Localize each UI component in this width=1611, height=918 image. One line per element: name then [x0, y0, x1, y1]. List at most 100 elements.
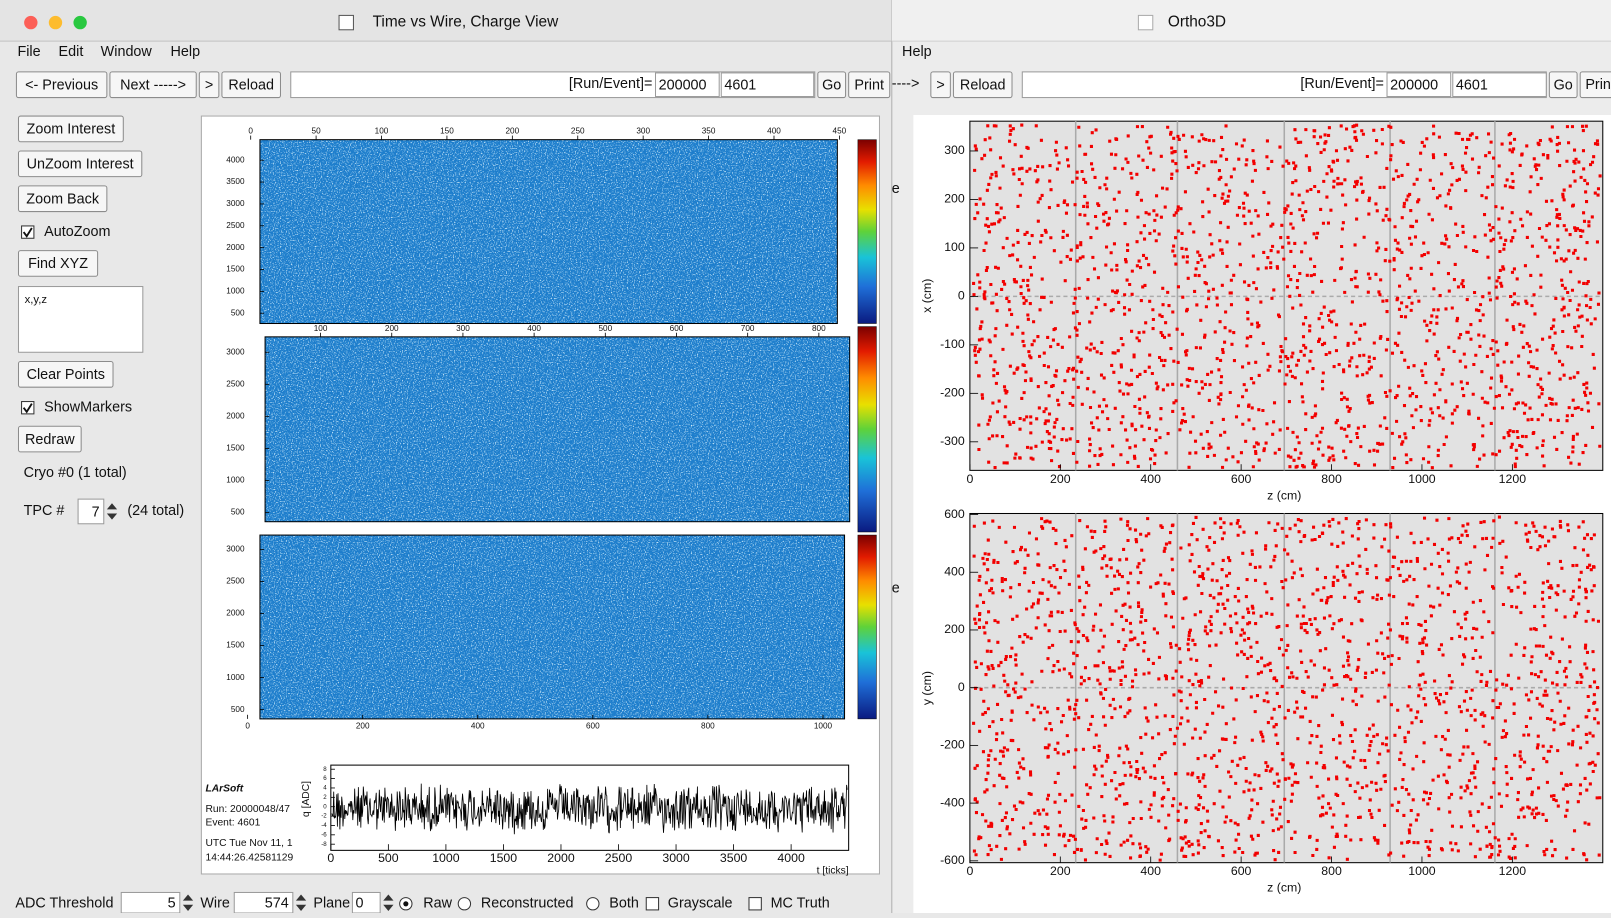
print-button[interactable] [848, 71, 891, 99]
go-button-label[interactable]: Go [822, 78, 841, 94]
charge-noise-dark [259, 139, 838, 324]
tick-label: 400 [527, 324, 541, 333]
zoom-interest-button[interactable] [17, 115, 124, 143]
tpc-field[interactable] [77, 498, 105, 525]
utc-info: UTC Tue Nov 11, 1 [205, 838, 292, 849]
tick-label: 0 [966, 472, 973, 486]
toolbar-button-label[interactable]: > [205, 78, 213, 94]
print-button-label[interactable]: Print [854, 78, 884, 94]
mc-truth-checkbox[interactable] [748, 897, 762, 911]
grayscale-label[interactable]: Grayscale [668, 896, 733, 912]
zoom-interest-button-label[interactable]: Zoom Interest [27, 122, 116, 138]
autozoom-label[interactable]: AutoZoom [44, 224, 110, 240]
plot-frame [259, 534, 846, 720]
run-field[interactable] [654, 72, 720, 98]
tick-label: 100 [944, 240, 965, 254]
xyz-field[interactable] [17, 286, 144, 353]
event-field-value[interactable]: 4601 [724, 78, 756, 94]
grayscale-checkbox[interactable] [645, 897, 660, 911]
find-xyz-button-label[interactable]: Find XYZ [28, 256, 88, 272]
menu-item[interactable]: Window [101, 44, 153, 60]
print-button-label[interactable]: Prin [1585, 77, 1611, 93]
spinner[interactable] [383, 894, 394, 911]
zoom-back-button[interactable] [17, 185, 108, 213]
tick-label: -400 [940, 795, 965, 809]
go-button[interactable] [1548, 71, 1578, 99]
content: Time vs Wire, Charge View File Edit Window H… [15, 14, 1611, 914]
run-info: Run: 20000048/47 [205, 804, 290, 815]
color-scale [857, 139, 877, 324]
tick-label: 4000 [226, 155, 245, 164]
tick-label: 1500 [490, 851, 518, 865]
redraw-button-label[interactable]: Redraw [25, 432, 75, 448]
run-event-label: [Run/Event]= [569, 76, 653, 92]
toolbar-button[interactable] [109, 71, 197, 99]
tick-label: 1500 [226, 444, 245, 453]
plane-field-value[interactable]: 0 [355, 896, 363, 912]
event-field[interactable] [1452, 72, 1547, 98]
go-button[interactable] [817, 71, 847, 99]
x11-icon [338, 14, 354, 31]
adc-label: ADC Threshold [15, 896, 113, 912]
tick-label: 200 [385, 324, 399, 333]
event-field[interactable] [720, 72, 815, 98]
go-button-label[interactable]: Go [1554, 78, 1573, 94]
spinner[interactable] [295, 894, 307, 911]
print-button[interactable] [1579, 71, 1611, 99]
toolbar-button[interactable] [952, 71, 1013, 99]
unzoom-interest-button[interactable] [17, 150, 143, 178]
view-radio[interactable] [457, 897, 472, 911]
tick-label: 600 [670, 324, 684, 333]
toolbar-button-label[interactable]: Next -----> [120, 78, 186, 94]
close-button[interactable] [24, 15, 38, 30]
run-field-value[interactable]: 200000 [659, 78, 707, 94]
view-option[interactable]: Raw [423, 896, 452, 912]
adc-field-value[interactable]: 5 [168, 896, 176, 912]
run-field[interactable] [1386, 72, 1452, 98]
toolbar-button[interactable] [930, 71, 951, 99]
axis-title: z (cm) [1267, 881, 1301, 895]
find-xyz-button[interactable] [17, 250, 99, 277]
tick-label: 6 [323, 775, 327, 782]
view-radio[interactable] [586, 897, 600, 911]
toolbar-button[interactable] [198, 71, 220, 99]
toolbar-button-label[interactable]: Reload [228, 78, 274, 94]
spinner[interactable] [182, 894, 194, 911]
mc-truth-label[interactable]: MC Truth [771, 896, 830, 912]
menu-item[interactable]: Help [902, 44, 932, 60]
unzoom-interest-button-label[interactable]: UnZoom Interest [27, 157, 134, 173]
toolbar-button[interactable] [221, 71, 282, 99]
tick-label: -8 [321, 841, 327, 848]
show-markers-checkbox[interactable] [21, 401, 35, 415]
clear-points-button[interactable] [17, 360, 114, 388]
zoom-button[interactable] [73, 15, 87, 30]
show-markers-label[interactable]: ShowMarkers [44, 400, 132, 416]
toolbar-button-label[interactable]: ----> [892, 76, 920, 92]
event-field-value[interactable]: 4601 [1456, 78, 1488, 94]
tick-label: 0 [248, 127, 253, 136]
clear-points-button-label[interactable]: Clear Points [27, 367, 105, 383]
toolbar-button-label[interactable]: <- Previous [25, 78, 98, 94]
wire-field-value[interactable]: 574 [265, 896, 289, 912]
tick-label: -300 [940, 434, 965, 448]
tpc-field-value[interactable]: 7 [92, 504, 100, 520]
view-option[interactable]: Both [609, 896, 639, 912]
toolbar-button[interactable] [15, 71, 108, 99]
menu-item[interactable]: Edit [59, 44, 84, 60]
tick-label: 1500 [226, 641, 245, 650]
toolbar-button-label[interactable]: Reload [960, 78, 1006, 94]
zoom-back-button-label[interactable]: Zoom Back [26, 192, 100, 208]
run-field-value[interactable]: 200000 [1390, 78, 1438, 94]
spinner[interactable] [106, 503, 118, 520]
menu-item[interactable]: File [17, 44, 40, 60]
color-scale [857, 534, 877, 720]
redraw-button[interactable] [17, 425, 82, 453]
toolbar-button-label[interactable]: > [936, 78, 944, 94]
menu-item[interactable]: Help [171, 44, 201, 60]
plot-frame [264, 336, 851, 523]
autozoom-checkbox[interactable] [21, 225, 35, 239]
view-option[interactable]: Reconstructed [481, 896, 574, 912]
minimize-button[interactable] [48, 15, 63, 30]
tick-label: 200 [505, 127, 519, 136]
